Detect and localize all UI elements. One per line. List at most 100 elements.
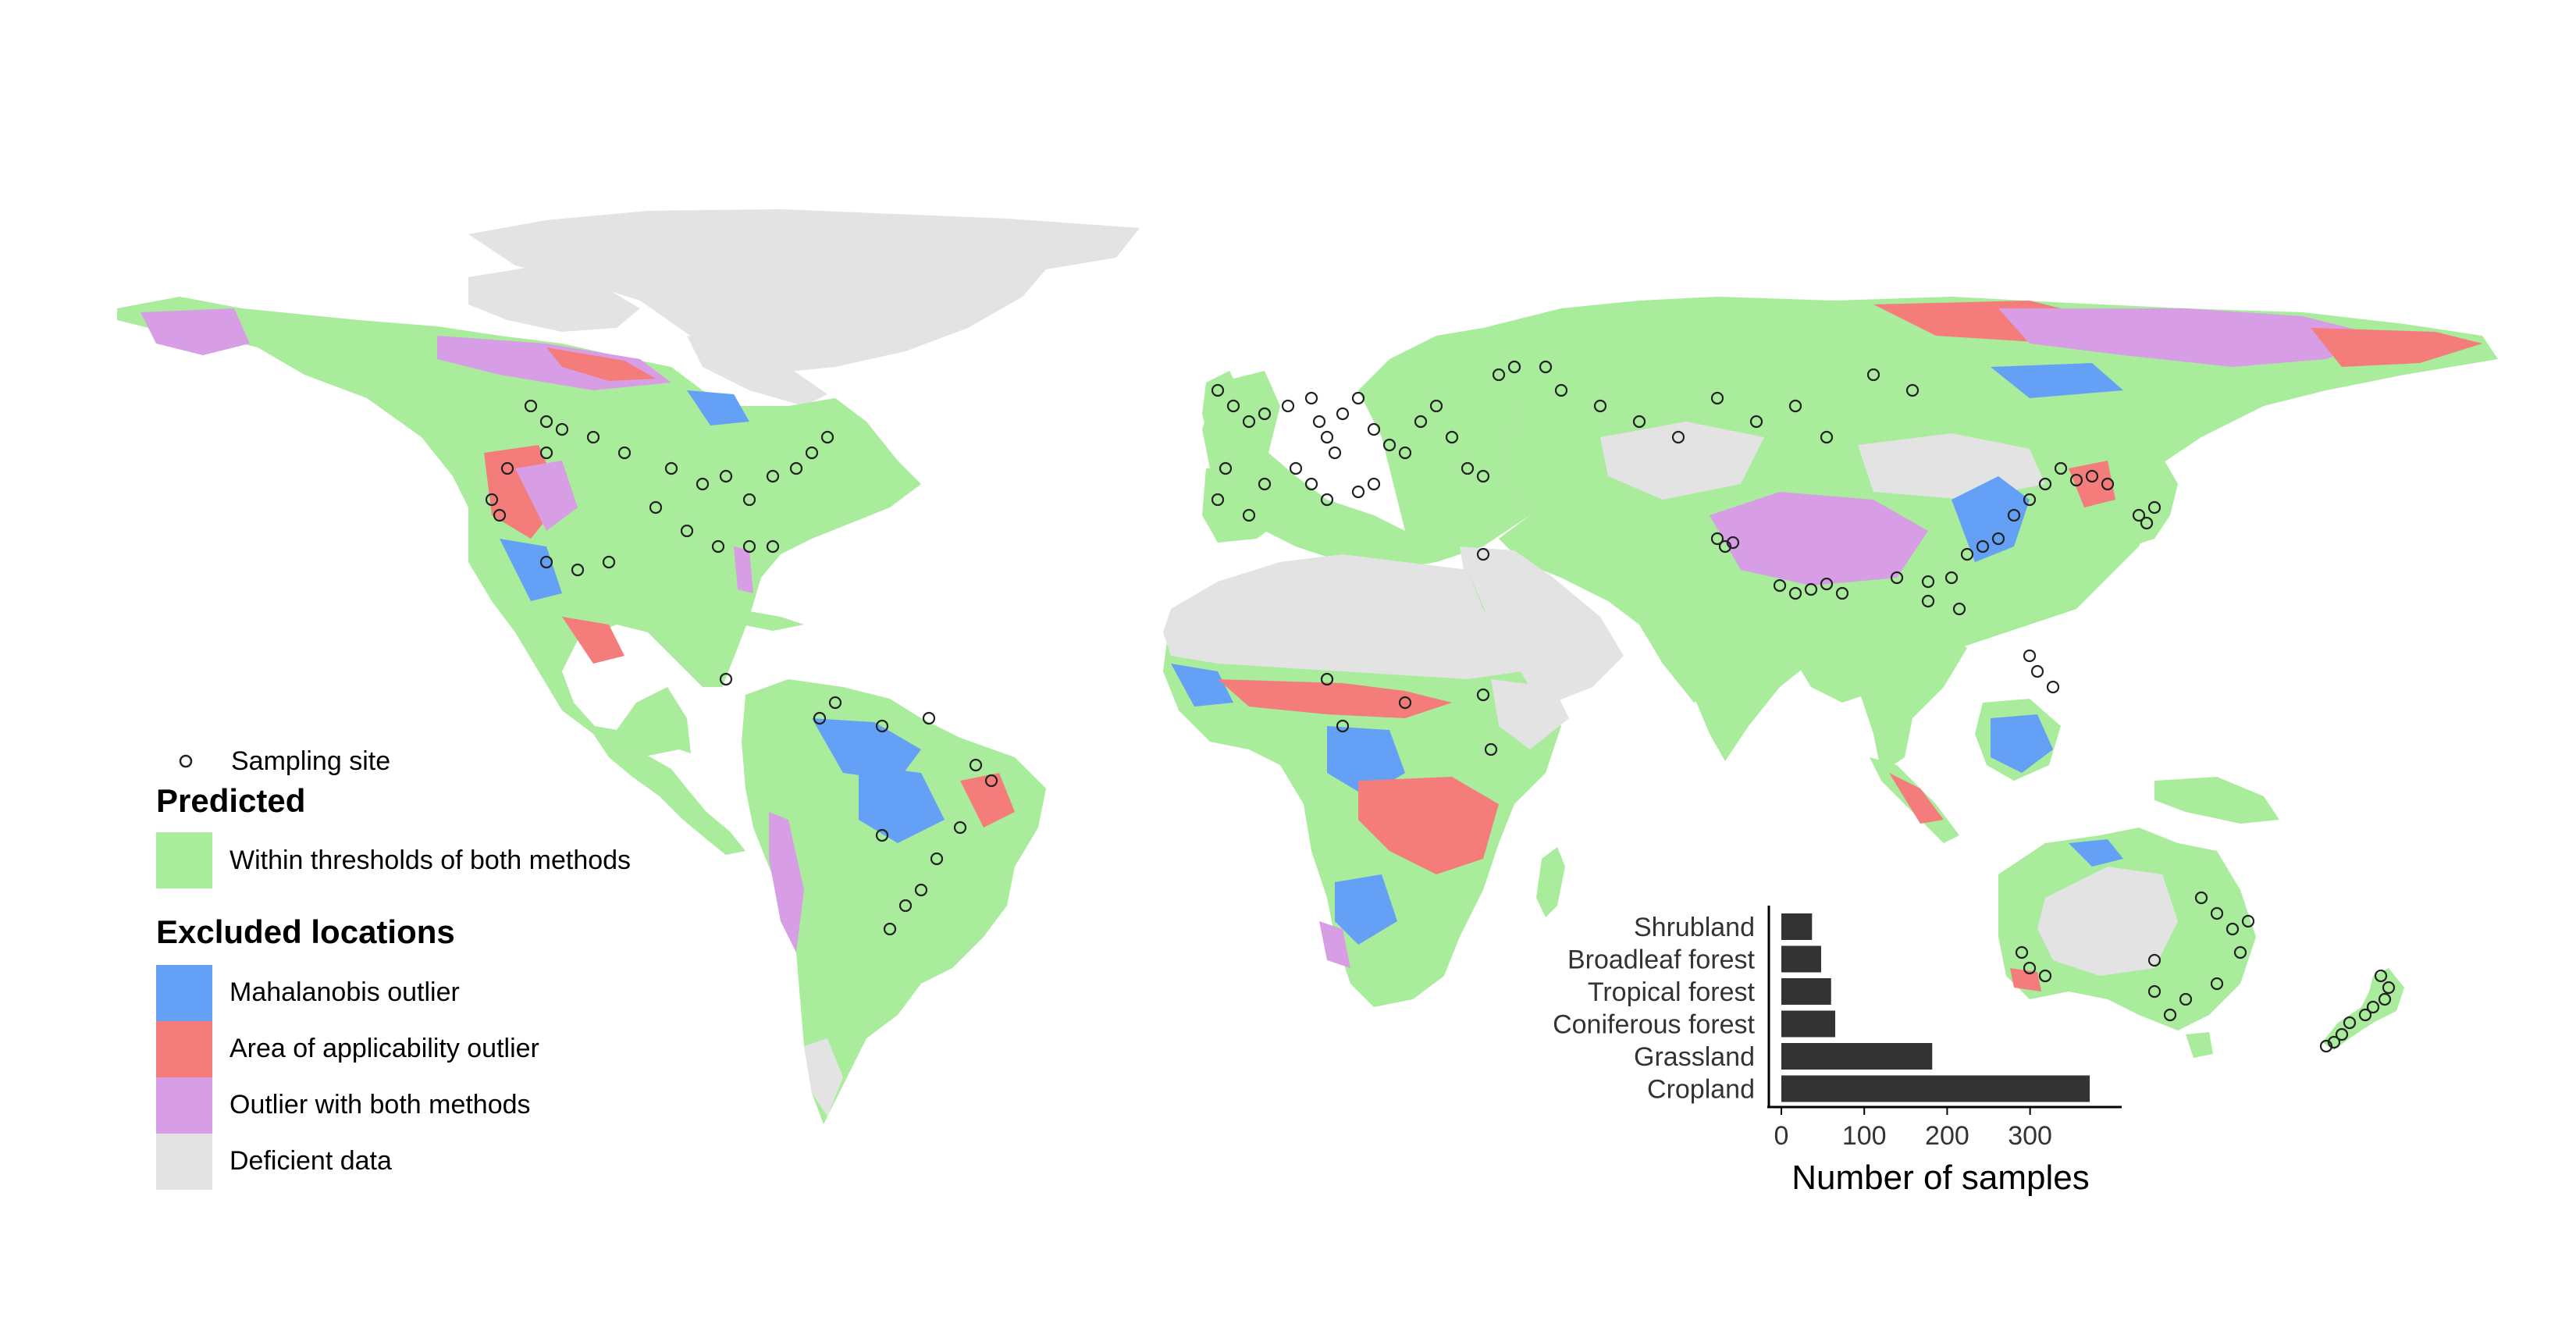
sampling-site-marker bbox=[805, 446, 819, 460]
sampling-site-marker bbox=[500, 461, 514, 475]
legend-label-deficient: Deficient data bbox=[229, 1146, 392, 1176]
sampling-site-marker bbox=[2030, 664, 2044, 678]
sampling-site-marker bbox=[766, 539, 780, 554]
legend-swatch-both bbox=[156, 1077, 212, 1134]
sampling-site-marker bbox=[1921, 594, 1935, 608]
sampling-site-marker bbox=[1219, 461, 1233, 475]
patch-sumatra bbox=[1889, 773, 1944, 824]
sampling-site-marker bbox=[524, 399, 538, 413]
sampling-site-marker bbox=[875, 719, 889, 733]
sampling-site-marker bbox=[711, 539, 725, 554]
sampling-site-marker bbox=[1835, 586, 1849, 600]
patch-southern-africa bbox=[1358, 777, 1499, 874]
patch-alaska bbox=[141, 308, 250, 355]
sampling-site-marker bbox=[1226, 399, 1240, 413]
sampling-site-marker bbox=[1320, 672, 1334, 686]
sampling-site-marker bbox=[1671, 430, 1685, 444]
sampling-site-marker bbox=[969, 758, 983, 772]
sampling-site-marker bbox=[1492, 368, 1506, 382]
sampling-site-marker bbox=[1211, 383, 1225, 397]
sampling-site-marker bbox=[2147, 953, 2161, 967]
sampling-site-marker bbox=[1320, 493, 1334, 507]
category-label: Broadleaf forest bbox=[1567, 945, 1756, 975]
sampling-site-marker bbox=[1382, 438, 1397, 452]
sampling-site-marker bbox=[1820, 430, 1834, 444]
sampling-site-marker bbox=[719, 469, 733, 483]
india-landmass bbox=[1663, 593, 1819, 761]
sampling-site-marker bbox=[2140, 516, 2154, 530]
bar-shrubland bbox=[1781, 913, 1813, 940]
patch-korea bbox=[2069, 461, 2115, 507]
sampling-site-marker bbox=[1726, 536, 1740, 550]
sampling-site-marker bbox=[1281, 399, 1295, 413]
legend-label-mahalanobis: Mahalanobis outlier bbox=[229, 977, 460, 1007]
sampling-site-marker bbox=[2210, 977, 2224, 991]
x-tick-label: 300 bbox=[2008, 1121, 2052, 1151]
patch-chukotka bbox=[2311, 328, 2482, 367]
legend-swatch-deficient bbox=[156, 1134, 212, 1190]
patch-central-asia bbox=[1600, 422, 1764, 500]
sampling-site-marker bbox=[2319, 1039, 2333, 1053]
sampling-site-marker bbox=[922, 711, 936, 725]
patch-namibia bbox=[1319, 921, 1350, 968]
category-label: Tropical forest bbox=[1588, 977, 1756, 1007]
sampling-site-marker bbox=[2179, 992, 2193, 1006]
patch-australia-west bbox=[2010, 968, 2041, 991]
patch-sahel bbox=[1218, 679, 1452, 718]
sampling-site-marker bbox=[696, 477, 710, 491]
sampling-sites bbox=[485, 360, 2396, 1053]
sampling-site-marker bbox=[2015, 945, 2029, 959]
patch-congo bbox=[1327, 726, 1405, 796]
patch-tibet bbox=[1710, 492, 1928, 586]
sampling-site-marker bbox=[1476, 547, 1490, 561]
southeast-asia-landmass bbox=[1858, 617, 1967, 773]
legend-label-both: Outlier with both methods bbox=[229, 1090, 531, 1120]
sampling-site-marker bbox=[2038, 969, 2052, 983]
sampling-site-marker bbox=[1414, 415, 1428, 429]
patch-andes bbox=[769, 812, 804, 952]
sampling-site-marker bbox=[2226, 922, 2240, 936]
sampling-site-marker bbox=[1398, 446, 1412, 460]
sampling-site-marker bbox=[789, 461, 803, 475]
sampling-site-marker bbox=[2327, 1035, 2341, 1049]
sampling-site-marker bbox=[1788, 586, 1802, 600]
sampling-site-marker bbox=[1429, 399, 1443, 413]
sampling-site-marker bbox=[1312, 415, 1326, 429]
sampling-site-marker bbox=[2366, 1000, 2380, 1014]
x-tick-label: 100 bbox=[1842, 1121, 1887, 1151]
patch-east-china bbox=[1952, 476, 2030, 562]
sampling-site-marker bbox=[2023, 961, 2037, 975]
sampling-site-marker bbox=[2132, 508, 2146, 522]
sampling-site-marker bbox=[2210, 906, 2224, 920]
category-label: Shrubland bbox=[1634, 913, 1755, 942]
sampling-site-marker bbox=[1507, 360, 1521, 374]
sampling-site-label: Sampling site bbox=[231, 746, 390, 776]
sampling-site-marker bbox=[1749, 415, 1763, 429]
sampling-site-marker bbox=[2335, 1027, 2349, 1041]
bar-cropland bbox=[1781, 1075, 2090, 1102]
legend-label-within: Within thresholds of both methods bbox=[229, 846, 631, 875]
madagascar bbox=[1536, 847, 1565, 917]
sampling-site-marker bbox=[571, 563, 585, 577]
patch-kalahari bbox=[1335, 874, 1397, 945]
sampling-site-marker bbox=[1258, 477, 1272, 491]
map-legend: Sampling site Predicted Within threshold… bbox=[156, 746, 631, 1190]
sampling-site-marker bbox=[1320, 430, 1334, 444]
baffin-island bbox=[687, 336, 827, 406]
patch-horn-africa bbox=[1491, 679, 1569, 749]
sampling-site-marker bbox=[1484, 742, 1498, 756]
sampling-site-marker bbox=[984, 774, 998, 788]
patch-borneo bbox=[1991, 714, 2053, 773]
sampling-site-marker bbox=[1952, 602, 1966, 616]
patch-west-africa bbox=[1171, 664, 1233, 707]
tasmania bbox=[2186, 1032, 2213, 1058]
sampling-site-marker bbox=[953, 821, 967, 835]
sampling-site-marker bbox=[539, 446, 553, 460]
sampling-site-marker bbox=[2358, 1008, 2372, 1022]
sampling-site-marker bbox=[2378, 992, 2392, 1006]
patch-great-basin bbox=[515, 461, 578, 531]
sampling-site-marker bbox=[1866, 368, 1880, 382]
sampling-site-marker bbox=[883, 922, 897, 936]
sampling-site-marker bbox=[1336, 407, 1350, 421]
patch-siberia-east bbox=[1998, 308, 2381, 367]
